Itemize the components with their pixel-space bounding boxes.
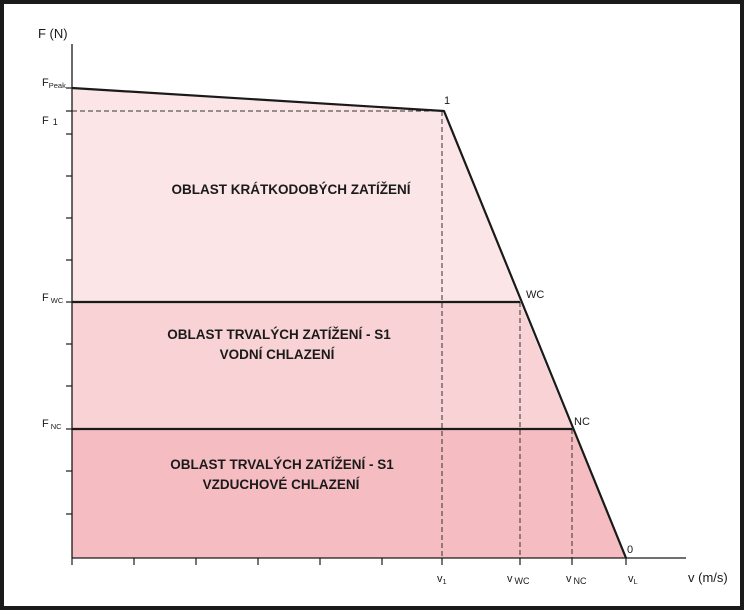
point-label-wc: WC [526, 289, 544, 301]
region-water-cooling-label-line2: VODNÍ CHLAZENÍ [220, 347, 336, 362]
x-axis-label: v (m/s) [688, 570, 728, 585]
point-label-1: 1 [444, 95, 450, 107]
y-level-label-fnc: F NC [42, 418, 62, 431]
region-water-cooling-label-line1: OBLAST TRVALÝCH ZATÍŽENÍ - S1 [167, 327, 391, 342]
x-mark-label-vnc: v NC [566, 573, 587, 586]
y-level-label-fpeak: FPeak [42, 77, 66, 90]
region-short-term-fill [72, 88, 520, 302]
x-ticks [71, 558, 627, 565]
region-short-term-label: OBLAST KRÁTKODOBÝCH ZATÍŽENÍ [172, 182, 412, 197]
region-air-cooling-fill [72, 429, 626, 558]
region-air-cooling-label-line2: VZDUCHOVÉ CHLAZENÍ [203, 477, 361, 492]
point-label-nc: NC [574, 416, 590, 428]
point-label-0: 0 [627, 544, 633, 556]
x-mark-label-vl: vL [628, 573, 638, 586]
y-ticks [66, 87, 72, 515]
y-level-label-fwc: F WC [42, 292, 64, 305]
region-air-cooling-label-line1: OBLAST TRVALÝCH ZATÍŽENÍ - S1 [170, 457, 394, 472]
characteristic-curve [71, 86, 628, 559]
x-mark-label-v1: v1 [437, 573, 447, 586]
x-mark-label-vwc: v WC [507, 573, 530, 586]
y-axis-label: F (N) [38, 26, 68, 41]
region-water-cooling-fill [72, 302, 572, 429]
